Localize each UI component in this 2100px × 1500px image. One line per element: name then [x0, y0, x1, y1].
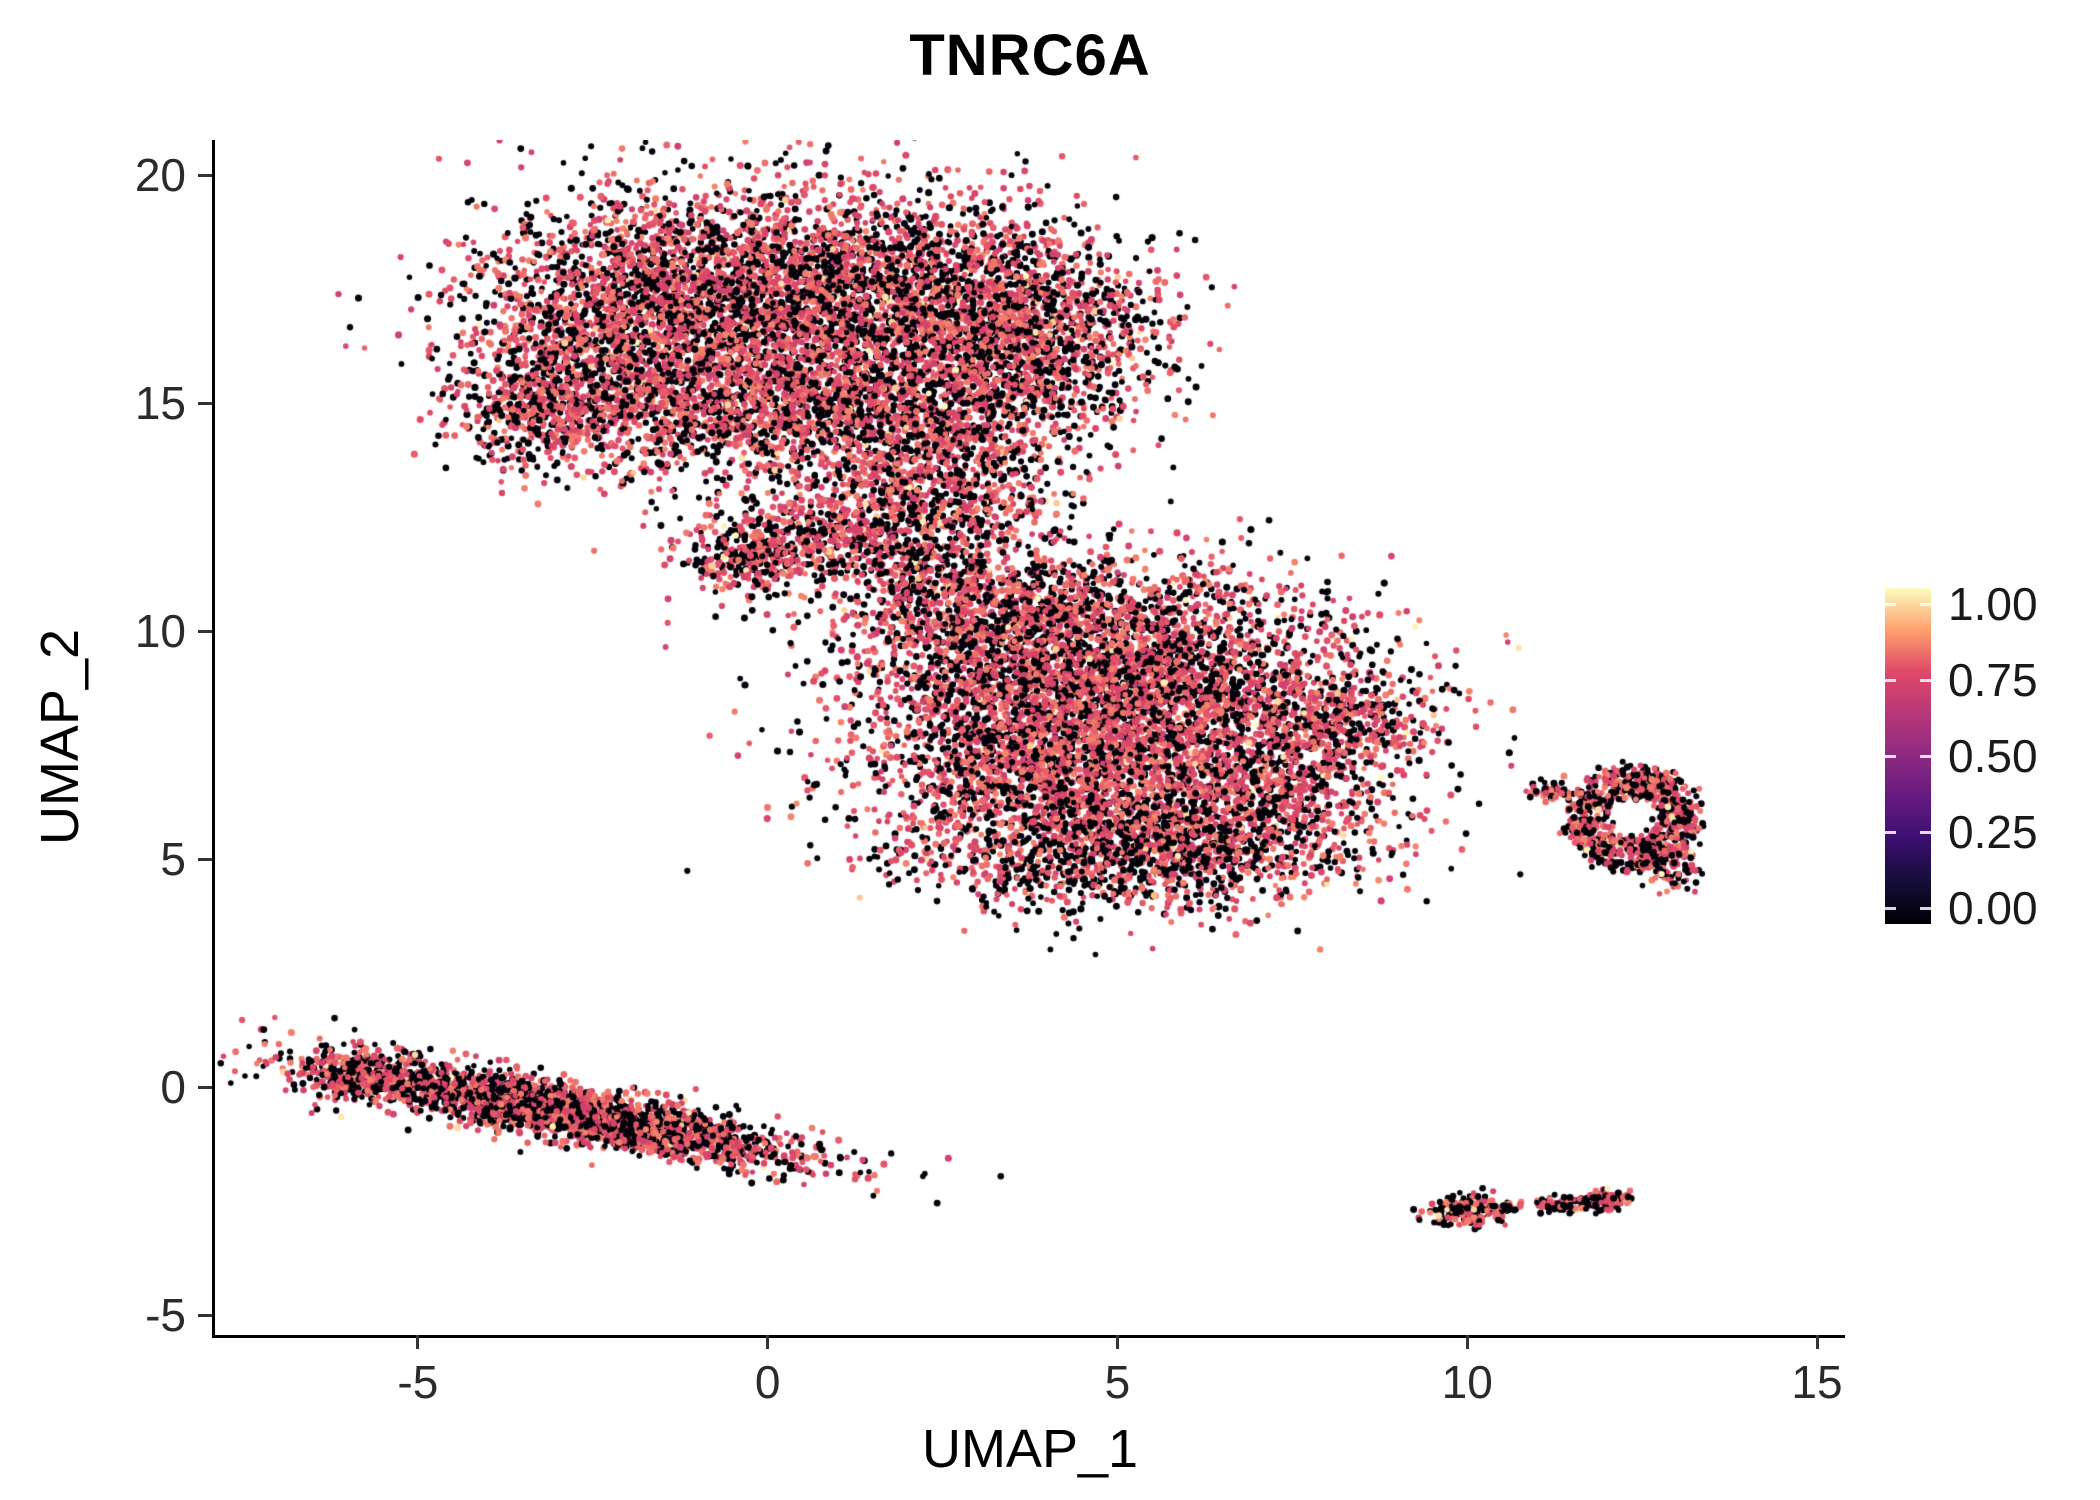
y-tick-mark [198, 1085, 212, 1089]
x-tick-label: 5 [1104, 1356, 1131, 1408]
x-tick-label: 10 [1441, 1356, 1493, 1408]
y-tick-mark [198, 629, 212, 633]
colorbar-tick-mark [1885, 906, 1896, 910]
x-axis-title: UMAP_1 [921, 1419, 1139, 1479]
colorbar-tick-mark [1920, 602, 1931, 606]
y-tick-label: 10 [134, 605, 186, 658]
y-tick-label: 15 [134, 377, 186, 430]
x-tick-mark [1115, 1335, 1119, 1349]
colorbar-tick-mark [1920, 830, 1931, 834]
x-tick-mark [416, 1335, 420, 1349]
y-tick-mark [198, 1313, 212, 1317]
colorbar-tick-mark [1885, 602, 1896, 606]
y-tick-mark [198, 401, 212, 405]
colorbar-tick-label: 1.00 [1948, 578, 2038, 630]
y-tick-label: 0 [160, 1061, 186, 1114]
colorbar-tick-mark [1920, 754, 1931, 758]
colorbar-tick-label: 0.50 [1948, 730, 2038, 782]
y-tick-label: 5 [160, 833, 186, 886]
y-tick-mark [198, 857, 212, 861]
x-tick-mark [766, 1335, 770, 1349]
x-tick-label: 15 [1791, 1356, 1843, 1408]
colorbar-tick-mark [1920, 678, 1931, 682]
plot-title: TNRC6A [909, 23, 1151, 88]
colorbar-tick-label: 0.25 [1948, 806, 2038, 858]
colorbar-tick-mark [1885, 678, 1896, 682]
y-tick-label: -5 [145, 1289, 186, 1342]
colorbar-tick-mark [1920, 906, 1931, 910]
y-tick-label: 20 [134, 149, 186, 202]
scatter-canvas [215, 140, 1845, 1335]
plot-area [212, 140, 1845, 1338]
colorbar-tick-mark [1885, 830, 1896, 834]
colorbar-tick-label: 0.75 [1948, 654, 2038, 706]
x-tick-label: -5 [397, 1356, 439, 1408]
colorbar-tick-label: 0.00 [1948, 882, 2038, 934]
x-tick-label: 0 [754, 1356, 781, 1408]
colorbar-tick-mark [1885, 754, 1896, 758]
x-tick-mark [1815, 1335, 1819, 1349]
x-tick-mark [1465, 1335, 1469, 1349]
y-tick-mark [198, 173, 212, 177]
y-axis-title: UMAP_2 [30, 628, 90, 846]
